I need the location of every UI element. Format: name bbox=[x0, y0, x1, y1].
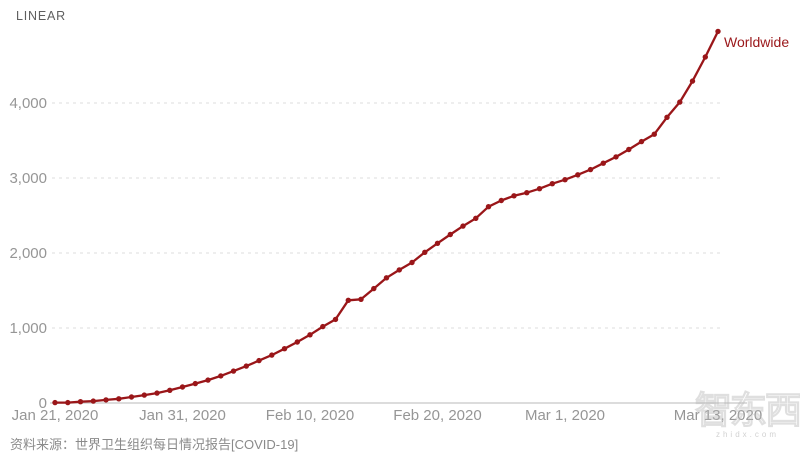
data-point-marker bbox=[536, 186, 543, 192]
data-point-marker bbox=[600, 160, 606, 166]
data-point-marker bbox=[409, 259, 415, 266]
data-point-marker bbox=[485, 204, 492, 210]
data-point-marker bbox=[294, 339, 300, 345]
data-point-marker bbox=[498, 197, 504, 204]
data-point-marker bbox=[269, 352, 275, 358]
data-point-marker bbox=[702, 54, 708, 60]
data-point-marker bbox=[192, 380, 198, 387]
data-point-marker bbox=[575, 172, 581, 178]
x-tick-label: Feb 20, 2020 bbox=[393, 407, 481, 424]
data-point-marker bbox=[281, 346, 288, 352]
data-point-marker bbox=[613, 154, 619, 160]
data-point-marker bbox=[307, 332, 313, 338]
scale-mode-label: LINEAR bbox=[16, 9, 66, 23]
data-point-marker bbox=[715, 28, 721, 35]
gridlines bbox=[50, 102, 747, 404]
data-point-marker bbox=[587, 166, 594, 173]
data-point-marker bbox=[52, 399, 58, 406]
data-point-marker bbox=[549, 181, 555, 187]
y-tick-label: 4,000 bbox=[9, 95, 47, 112]
x-tick-label: Mar 1, 2020 bbox=[525, 407, 605, 424]
series-line-worldwide bbox=[55, 30, 720, 404]
data-point-marker bbox=[230, 368, 237, 374]
data-point-marker bbox=[320, 323, 326, 330]
data-point-marker bbox=[524, 190, 530, 196]
x-tick-label: Feb 10, 2020 bbox=[266, 407, 354, 424]
series-label-worldwide: Worldwide bbox=[724, 34, 790, 50]
y-tick-label: 0 bbox=[39, 395, 47, 412]
y-tick-label: 1,000 bbox=[9, 320, 47, 337]
data-point-marker bbox=[167, 387, 173, 393]
data-point-marker bbox=[256, 357, 262, 364]
data-point-marker bbox=[345, 297, 351, 303]
data-point-marker bbox=[116, 396, 122, 402]
y-tick-label: 2,000 bbox=[9, 245, 47, 262]
data-point-marker bbox=[447, 231, 453, 238]
y-tick-label: 3,000 bbox=[9, 170, 47, 187]
data-point-marker bbox=[65, 399, 71, 406]
data-point-marker bbox=[434, 240, 441, 246]
data-point-marker bbox=[103, 397, 109, 403]
data-point-marker bbox=[422, 249, 428, 255]
data-point-marker bbox=[332, 316, 339, 323]
data-point-marker bbox=[141, 392, 147, 398]
data-point-marker bbox=[460, 223, 466, 229]
source-caption: 资料来源：世界卫生组织每日情况报告[COVID-19] bbox=[10, 437, 299, 452]
data-point-marker bbox=[154, 390, 160, 396]
data-point-marker bbox=[358, 296, 364, 302]
data-point-marker bbox=[626, 146, 632, 153]
data-point-marker bbox=[371, 285, 377, 292]
data-point-marker bbox=[243, 363, 249, 369]
data-point-marker bbox=[651, 131, 657, 137]
data-point-marker bbox=[689, 78, 696, 84]
x-tick-label: Jan 21, 2020 bbox=[12, 407, 99, 424]
data-point-marker bbox=[664, 114, 670, 121]
x-tick-label: Jan 31, 2020 bbox=[139, 407, 226, 424]
data-point-marker bbox=[511, 193, 517, 199]
data-point-marker bbox=[562, 177, 568, 183]
y-axis-labels: 0 1,000 2,000 3,000 4,000 bbox=[9, 95, 47, 412]
data-point-marker bbox=[128, 394, 135, 400]
data-point-marker bbox=[205, 377, 211, 383]
data-point-marker bbox=[77, 399, 84, 405]
data-point-marker bbox=[218, 373, 224, 379]
data-point-marker bbox=[638, 138, 645, 145]
data-point-marker bbox=[179, 384, 186, 390]
data-point-marker bbox=[677, 99, 683, 105]
x-tick-label: Mar 13, 2020 bbox=[674, 407, 762, 424]
data-point-marker bbox=[383, 275, 390, 281]
data-point-marker bbox=[473, 215, 479, 221]
x-axis-labels: Jan 21, 2020 Jan 31, 2020 Feb 10, 2020 Feb … bbox=[12, 407, 763, 424]
data-point-marker bbox=[90, 398, 97, 404]
series-points bbox=[52, 28, 721, 406]
data-point-marker bbox=[396, 267, 402, 273]
